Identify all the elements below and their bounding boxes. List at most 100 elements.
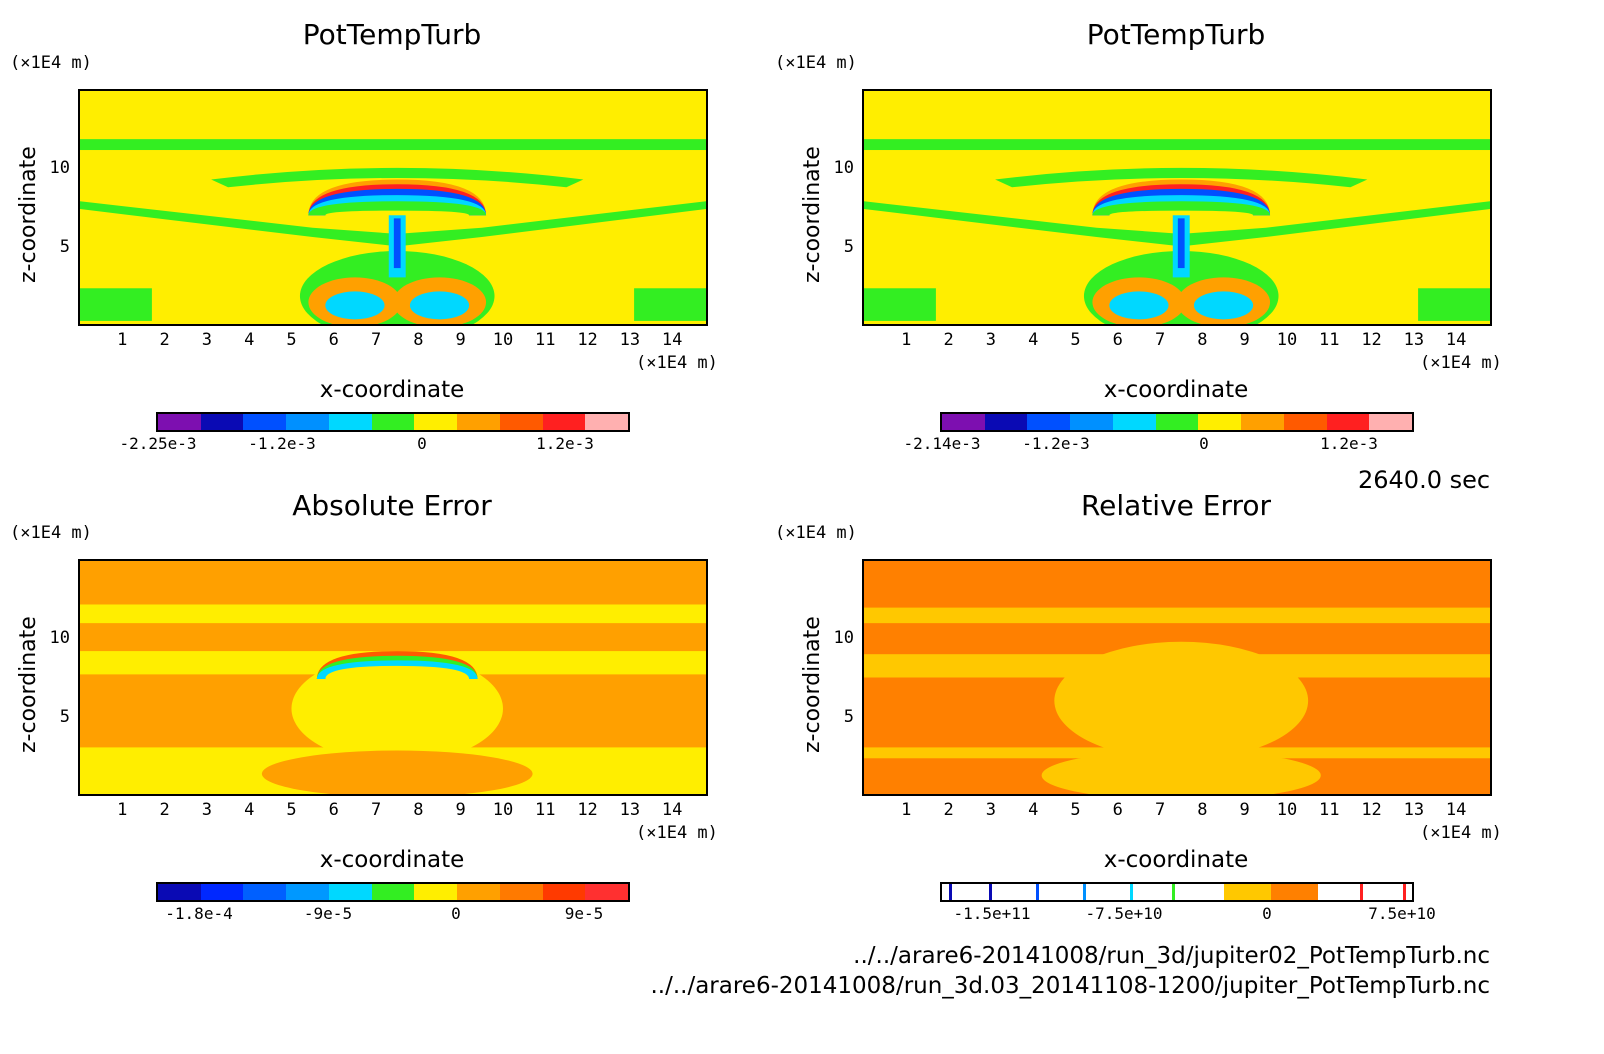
x-tick-label: 13	[1403, 800, 1425, 820]
field-ring	[316, 655, 478, 680]
x-tick-label: 1	[117, 800, 128, 820]
panel3-x-label: x-coordinate	[319, 847, 465, 873]
field-ring	[1092, 195, 1271, 216]
colorbar-segment	[1155, 414, 1199, 430]
field-column	[393, 218, 401, 269]
x-tick-label: 13	[619, 330, 641, 350]
field-ring	[1092, 188, 1271, 216]
colorbar-segment	[1112, 414, 1156, 430]
panel2-cb-label-0: -2.14e-3	[903, 434, 981, 453]
panel2-ytick-5: 5	[843, 237, 854, 257]
colorbar-segment	[286, 414, 329, 430]
x-tick-label: 4	[244, 800, 255, 820]
x-tick-label: 11	[1319, 330, 1340, 350]
colorbar-segment	[585, 414, 629, 430]
x-tick-label: 10	[1276, 330, 1298, 350]
panel1-heatmap	[80, 91, 706, 324]
x-tick-label: 2	[943, 800, 954, 820]
field-blob	[291, 654, 503, 763]
panel2-cb-label-3: 1.2e-3	[1320, 434, 1378, 453]
x-tick-label: 3	[201, 800, 213, 820]
panel1-cb-label-1: -1.2e-3	[248, 434, 316, 453]
panel2-x-label: x-coordinate	[1103, 377, 1249, 403]
x-tick-label: 5	[1070, 330, 1081, 350]
colorbar-segment	[1318, 884, 1365, 900]
x-tick-label: 11	[535, 330, 556, 350]
x-tick-label: 5	[1070, 800, 1081, 820]
x-tick-label: 11	[535, 800, 556, 820]
panel4-x-label: x-coordinate	[1103, 847, 1249, 873]
panel3-cb-label-3: 9e-5	[564, 904, 604, 923]
panel4-cb-label-0: -1.5e+11	[953, 904, 1031, 923]
panel2-x-unit: (×1E4 m)	[1420, 353, 1502, 373]
field-ring	[308, 188, 487, 216]
x-tick-label: 12	[1361, 800, 1382, 820]
x-tick-label: 6	[328, 330, 339, 350]
colorbar-line	[1036, 884, 1039, 900]
panel2-plot-area	[862, 89, 1492, 326]
panel4-plot-area	[862, 559, 1492, 796]
field-blob	[325, 291, 385, 320]
colorbar-line	[1172, 884, 1176, 900]
panel4-x-unit: (×1E4 m)	[1420, 823, 1502, 843]
colorbar-segment	[1365, 884, 1412, 900]
x-tick-label: 1	[901, 800, 912, 820]
panel4-cb-label-2: 0	[1262, 904, 1272, 923]
colorbar-segment	[499, 414, 543, 430]
colorbar-segment	[286, 884, 329, 900]
x-tick-label: 4	[244, 330, 255, 350]
colorbar-segment	[371, 884, 415, 900]
x-tick-label: 10	[1276, 800, 1298, 820]
colorbar-segment	[942, 414, 985, 430]
x-tick-label: 3	[985, 800, 997, 820]
x-tick-label: 6	[1112, 800, 1123, 820]
colorbar-segment	[200, 414, 244, 430]
panel3-cb-label-1: -9e-5	[303, 904, 353, 923]
field-band	[80, 139, 706, 151]
x-tick-label: 10	[492, 800, 514, 820]
x-tick-label: 8	[1197, 800, 1208, 820]
x-tick-label: 2	[159, 330, 170, 350]
colorbar-segment	[1027, 414, 1071, 430]
colorbar-segment	[1036, 884, 1083, 900]
x-tick-label: 5	[286, 330, 297, 350]
colorbar-line	[949, 884, 953, 900]
x-tick-label: 8	[413, 800, 424, 820]
colorbar-segment	[585, 884, 629, 900]
x-tick-label: 12	[577, 330, 598, 350]
panel1-plot-area	[78, 89, 708, 326]
panel2-ytick-10: 10	[833, 158, 854, 178]
x-tick-label: 1	[117, 330, 128, 350]
panel1-y-label: z-coordinate	[16, 146, 41, 283]
time-label: 2640.0 sec	[1358, 466, 1491, 494]
colorbar-segment	[243, 884, 287, 900]
colorbar-segment	[984, 414, 1028, 430]
colorbar-segment	[1070, 414, 1113, 430]
panel3-cb-label-2: 0	[451, 904, 461, 923]
panel1-x-unit: (×1E4 m)	[636, 353, 718, 373]
colorbar-segment	[414, 884, 458, 900]
x-tick-label: 11	[1319, 800, 1340, 820]
x-tick-label: 12	[1361, 330, 1382, 350]
x-tick-label: 14	[661, 330, 683, 350]
colorbar-segment	[243, 414, 287, 430]
file-path-2: ../../arare6-20141008/run_3d.03_20141108…	[650, 973, 1490, 999]
x-tick-label: 7	[1154, 800, 1166, 820]
panel3-y-label: z-coordinate	[16, 616, 41, 753]
x-tick-label: 2	[943, 330, 954, 350]
x-tick-label: 4	[1028, 800, 1039, 820]
panel3-plot-area	[78, 559, 708, 796]
field-layer	[995, 167, 1368, 188]
panel1-title: PotTempTurb	[302, 18, 482, 51]
panel2-cb-label-1: -1.2e-3	[1022, 434, 1090, 453]
panel2-y-label: z-coordinate	[800, 146, 825, 283]
panel1-ytick-5: 5	[59, 237, 70, 257]
colorbar-segment	[542, 414, 586, 430]
x-tick-label: 8	[1197, 330, 1208, 350]
panel3-cb-label-0: -1.8e-4	[165, 904, 233, 923]
panel2-colorbar	[940, 412, 1414, 432]
x-tick-label: 3	[985, 330, 997, 350]
colorbar-segment	[200, 884, 244, 900]
colorbar-segment	[1083, 884, 1130, 900]
panel1-ytick-10: 10	[49, 158, 70, 178]
